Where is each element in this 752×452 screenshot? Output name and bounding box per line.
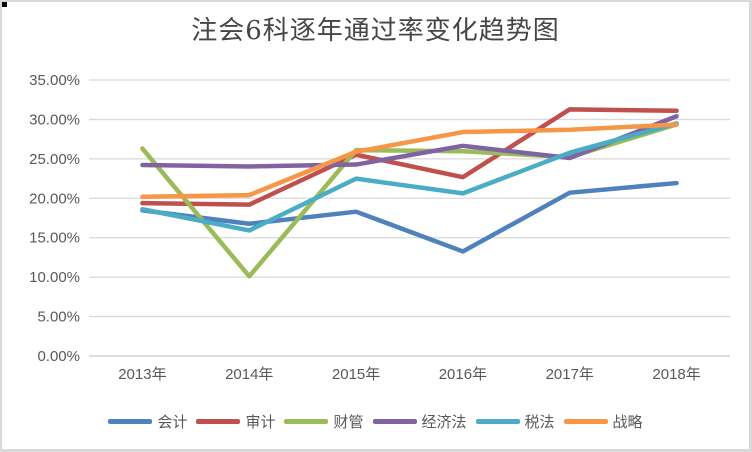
y-axis-tick-label: 35.00% bbox=[29, 72, 80, 89]
series-line-5 bbox=[140, 122, 679, 200]
legend-item-4: 税法 bbox=[475, 411, 555, 432]
legend-line-swatch bbox=[563, 419, 608, 424]
y-axis-tick-label: 15.00% bbox=[29, 230, 80, 247]
legend-item-3: 经济法 bbox=[372, 411, 467, 432]
x-axis-category-label: 2018年 bbox=[652, 366, 700, 383]
legend-item-0: 会计 bbox=[108, 411, 187, 432]
corner-artifact bbox=[2, 2, 7, 7]
legend-line-swatch bbox=[108, 419, 153, 424]
legend-label: 经济法 bbox=[421, 414, 467, 431]
series-line-0 bbox=[140, 180, 679, 254]
x-axis-category-label: 2017年 bbox=[546, 366, 594, 383]
x-axis-category-label: 2013年 bbox=[118, 366, 166, 383]
legend-line-swatch bbox=[196, 419, 241, 424]
legend-item-2: 财管 bbox=[284, 411, 364, 432]
legend: 会计 审计 财管 经济法 税法 战略 bbox=[2, 411, 749, 432]
legend-line-swatch bbox=[372, 419, 417, 424]
chart-title: 注会6科逐年通过率变化趋势图 bbox=[191, 16, 560, 46]
legend-label: 战略 bbox=[612, 414, 643, 431]
y-axis-tick-label: 5.00% bbox=[37, 309, 80, 326]
x-axis-category-label: 2014年 bbox=[225, 366, 273, 383]
y-axis-tick-label: 30.00% bbox=[29, 111, 80, 128]
series-line-3 bbox=[140, 114, 679, 169]
y-axis-tick-label: 10.00% bbox=[29, 269, 80, 286]
x-axis-category-label: 2015年 bbox=[332, 366, 380, 383]
legend-item-1: 审计 bbox=[196, 411, 275, 432]
legend-label: 税法 bbox=[524, 414, 555, 431]
legend-label: 财管 bbox=[333, 414, 364, 431]
legend-label: 审计 bbox=[245, 414, 276, 431]
legend-label: 会计 bbox=[157, 414, 188, 431]
x-axis-category-label: 2016年 bbox=[439, 366, 487, 383]
series-line-4 bbox=[140, 121, 679, 233]
legend-line-swatch bbox=[284, 419, 329, 424]
series-line-1 bbox=[140, 107, 679, 207]
y-axis-tick-label: 25.00% bbox=[29, 151, 80, 168]
y-axis-tick-label: 0.00% bbox=[37, 348, 80, 365]
y-axis-tick-label: 20.00% bbox=[29, 190, 80, 207]
legend-item-5: 战略 bbox=[563, 411, 643, 432]
legend-line-swatch bbox=[475, 419, 520, 424]
